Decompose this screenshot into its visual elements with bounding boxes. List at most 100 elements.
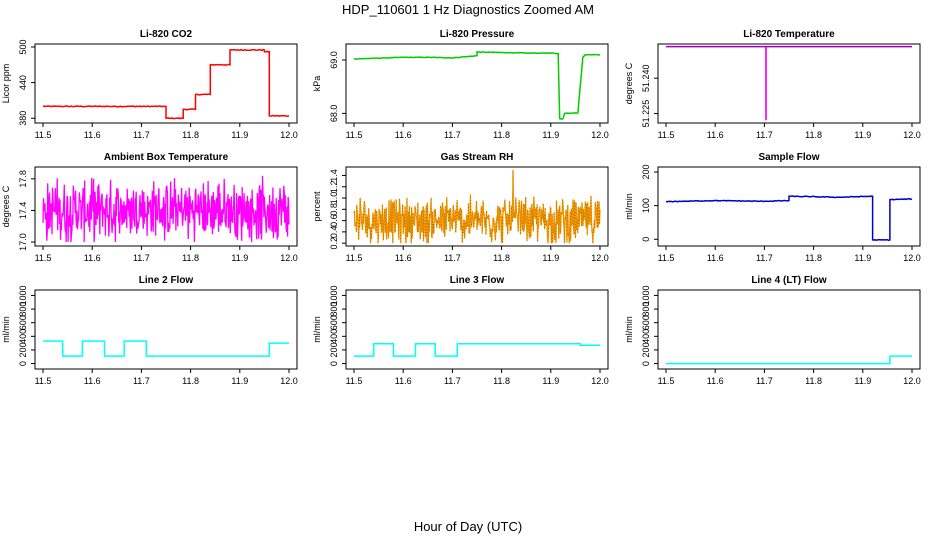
panel-8-ytick-label: 0	[329, 361, 339, 366]
panel-9-ytick-label: 1000	[641, 285, 651, 305]
panel-4-frame	[34, 166, 298, 247]
panel-4-series-line	[42, 175, 290, 243]
panel-7-ytick-label: 800	[18, 302, 28, 317]
panel-6-xtick-label: 11.8	[805, 253, 822, 263]
panel-7-ytick-label: 0	[18, 361, 28, 366]
panel-9-ytick-label: 600	[641, 315, 651, 330]
panel-3-series-line	[666, 45, 912, 121]
panel-2-xtick-label: 11.5	[346, 130, 363, 140]
panel-9-frame	[657, 289, 921, 370]
panel-3-ylabel: degrees C	[624, 62, 634, 104]
panel-8-frame	[345, 289, 609, 370]
panel-3-ytick-label: 51.240	[641, 64, 651, 92]
panel-4-xtick-label: 12.0	[280, 253, 298, 263]
panel-6-xtick-label: 11.9	[854, 253, 871, 263]
panel-1-xtick-label: 11.7	[133, 130, 150, 140]
panel-9-ytick-label: 400	[641, 329, 651, 344]
panel-8-series-line	[354, 343, 600, 357]
panel-3-ytick-label: 51.225	[641, 100, 651, 128]
panel-3-xtick-label: 11.8	[805, 130, 822, 140]
panel-4-xtick-label: 11.8	[182, 253, 199, 263]
panel-2-xtick-label: 11.8	[493, 130, 510, 140]
panel-7-xtick-label: 11.8	[182, 376, 199, 386]
panel-9-title: Line 4 (LT) Flow	[751, 275, 827, 286]
panel-8-ytick-label: 1000	[329, 285, 339, 305]
panel-4-xtick-label: 11.9	[231, 253, 248, 263]
panel-9-xtick-label: 11.8	[805, 376, 822, 386]
panel-4-ytick-label: 17.8	[18, 170, 28, 188]
panel-9-xtick-label: 12.0	[903, 376, 921, 386]
panel-2-xtick-label: 11.6	[395, 130, 412, 140]
panel-8-xtick-label: 11.6	[395, 376, 412, 386]
panel-2-series-line	[353, 51, 601, 120]
panel-7-ytick-label: 200	[18, 342, 28, 357]
panel-8-title: Line 3 Flow	[450, 275, 505, 286]
panel-7-series-line	[43, 340, 289, 357]
panel-5-ytick-label: 1.0	[329, 192, 339, 205]
x-axis-caption: Hour of Day (UTC)	[413, 519, 523, 534]
panel-8-xtick-label: 11.9	[542, 376, 559, 386]
panel-1-ytick-label: 380	[18, 111, 28, 126]
panel-3-frame	[657, 43, 921, 124]
panel-8-xtick-label: 11.8	[493, 376, 510, 386]
panel-6-ytick-label: 200	[641, 165, 651, 180]
panel-8-ytick-label: 800	[329, 302, 339, 317]
panel-7-xtick-label: 11.9	[231, 376, 248, 386]
panel-4-xtick-label: 11.6	[84, 253, 101, 263]
panel-3-xtick-label: 11.6	[707, 130, 724, 140]
panel-9-xtick-label: 11.5	[658, 376, 675, 386]
panel-5-xtick-label: 12.0	[591, 253, 609, 263]
panel-6-xtick-label: 12.0	[903, 253, 921, 263]
panel-4-title: Ambient Box Temperature	[104, 152, 229, 163]
panel-1-frame	[34, 43, 298, 124]
panel-6-frame	[657, 166, 921, 247]
panel-3-title: Li-820 Temperature	[743, 29, 835, 40]
panel-9-xtick-label: 11.7	[756, 376, 773, 386]
panel-9-ytick-label: 200	[641, 342, 651, 357]
panel-5-ytick-label: 0.2	[329, 237, 339, 250]
panel-9-series-line	[666, 355, 912, 365]
panel-7-xtick-label: 12.0	[280, 376, 298, 386]
panel-2-xtick-label: 11.7	[444, 130, 461, 140]
panel-7-xtick-label: 11.6	[84, 376, 101, 386]
panel-6-xtick-label: 11.6	[707, 253, 724, 263]
panel-4-ytick-label: 17.4	[18, 202, 28, 220]
panel-3-xtick-label: 11.9	[854, 130, 871, 140]
panel-2-ylabel: kPa	[312, 76, 322, 92]
panel-9-xtick-label: 11.9	[854, 376, 871, 386]
panel-7-xtick-label: 11.7	[133, 376, 150, 386]
panel-2-ytick-label: 69.0	[329, 51, 339, 69]
panel-1-xtick-label: 12.0	[280, 130, 298, 140]
page-title: HDP_110601 1 Hz Diagnostics Zoomed AM	[342, 2, 594, 17]
panel-9-xtick-label: 11.6	[707, 376, 724, 386]
panel-2-xtick-label: 12.0	[591, 130, 609, 140]
panel-1-xtick-label: 11.9	[231, 130, 248, 140]
panel-5-ytick-label: 0.4	[329, 226, 339, 239]
panel-5-xtick-label: 11.5	[346, 253, 363, 263]
panel-8-xtick-label: 11.5	[346, 376, 363, 386]
panel-1-xtick-label: 11.5	[35, 130, 52, 140]
panel-7-ytick-label: 600	[18, 315, 28, 330]
panel-1-ytick-label: 500	[18, 39, 28, 54]
panel-8-xtick-label: 12.0	[591, 376, 609, 386]
panel-7-ylabel: ml/min	[1, 316, 11, 343]
panel-6-xtick-label: 11.5	[658, 253, 675, 263]
panel-1-xtick-label: 11.8	[182, 130, 199, 140]
panel-5-ytick-label: 0.8	[329, 203, 339, 216]
panel-4-ylabel: degrees C	[1, 185, 11, 227]
panel-1-series-line	[42, 48, 290, 120]
panel-3-xtick-label: 11.7	[756, 130, 773, 140]
panel-7-title: Line 2 Flow	[139, 275, 194, 286]
panel-5-ylabel: percent	[312, 191, 322, 222]
panel-6-xtick-label: 11.7	[756, 253, 773, 263]
panel-8-xtick-label: 11.7	[444, 376, 461, 386]
panel-2-title: Li-820 Pressure	[440, 29, 515, 40]
panel-5-xtick-label: 11.7	[444, 253, 461, 263]
panel-8-ylabel: ml/min	[312, 316, 322, 343]
panel-5-ytick-label: 1.4	[329, 169, 339, 182]
panel-1-title: Li-820 CO2	[140, 29, 193, 40]
panel-9-ytick-label: 800	[641, 302, 651, 317]
panel-6-ytick-label: 100	[641, 198, 651, 213]
panel-6-series-line	[665, 195, 913, 242]
